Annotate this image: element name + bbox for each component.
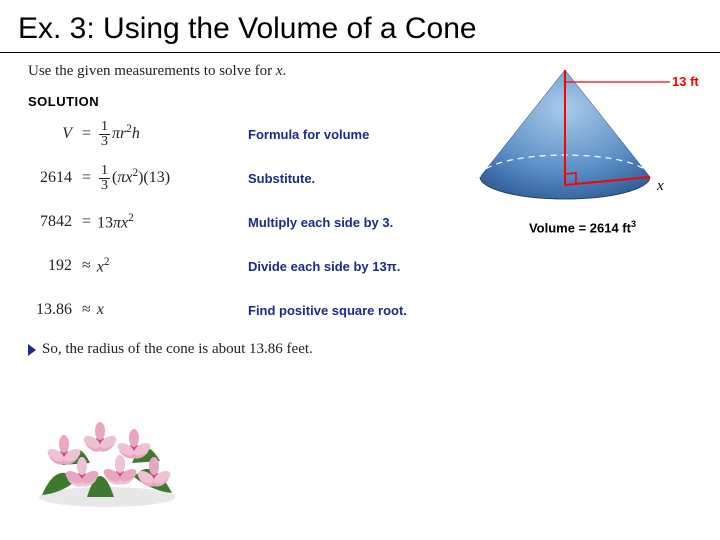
conclusion-row: So, the radius of the cone is about 13.8… — [28, 341, 700, 358]
flowers-image — [22, 405, 187, 510]
cone-svg: 13 ft x — [465, 62, 700, 210]
conclusion-text: So, the radius of the cone is about 13.8… — [42, 341, 313, 358]
page-title: Ex. 3: Using the Volume of a Cone — [0, 0, 720, 52]
cone-figure: 13 ft x Volume = 2614 ft3 — [465, 62, 700, 235]
equation: V= 13πr2h — [28, 120, 248, 149]
volume-label: Volume = 2614 ft3 — [465, 219, 700, 235]
step-explain: Divide each side by 13π. — [248, 259, 400, 274]
equation: 13.86≈ x — [28, 301, 248, 319]
step-explain: Substitute. — [248, 171, 315, 186]
equation: 192≈ x2 — [28, 256, 248, 276]
step-row: 13.86≈ x Find positive square root. — [28, 293, 700, 327]
radius-label: x — [656, 178, 664, 194]
arrow-icon — [28, 344, 36, 356]
step-explain: Formula for volume — [248, 127, 369, 142]
height-label: 13 ft — [672, 74, 699, 89]
step-explain: Multiply each side by 3. — [248, 215, 393, 230]
step-row: 192≈ x2 Divide each side by 13π. — [28, 249, 700, 283]
step-explain: Find positive square root. — [248, 303, 407, 318]
equation: 2614= 13(πx2)(13) — [28, 164, 248, 193]
equation: 7842= 13πx2 — [28, 212, 248, 232]
